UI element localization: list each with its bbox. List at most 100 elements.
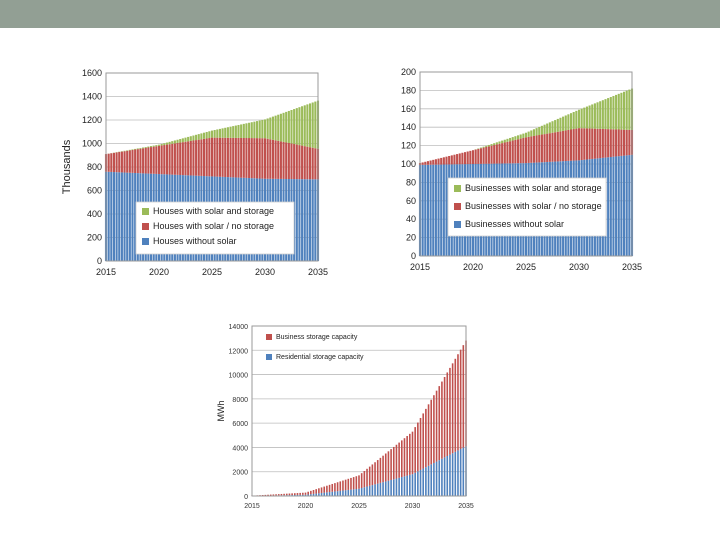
bar-segment (588, 105, 591, 129)
y-tick-label: 14000 (229, 324, 249, 331)
bar-segment (152, 146, 155, 174)
legend-swatch (266, 354, 272, 360)
bar-segment (144, 147, 147, 148)
bar-segment (352, 477, 355, 490)
bar-segment (197, 134, 200, 140)
bar-segment (417, 471, 419, 496)
bar-segment (115, 152, 118, 173)
legend-swatch (142, 208, 149, 215)
x-tick-label: 2015 (410, 262, 430, 272)
bar-segment (559, 117, 562, 132)
bar-segment (213, 137, 216, 177)
bar-segment (543, 134, 546, 163)
bar-segment (271, 139, 274, 179)
bar-segment (556, 131, 559, 162)
bar-segment (617, 129, 620, 157)
bar-segment (195, 140, 198, 176)
bar-segment (237, 124, 240, 138)
bar-segment (266, 138, 269, 179)
bar-segment (200, 139, 203, 176)
bar-segment (384, 481, 387, 496)
bar-segment (493, 145, 496, 164)
y-tick-label: 60 (406, 196, 416, 206)
bar-segment (277, 114, 280, 141)
houses-chart: 0 200 400 600 800 1000 1200 1400 1600 2015 2020 202… (61, 68, 328, 277)
legend: Businesses with solar and storage Busines… (447, 177, 607, 237)
bar-segment (181, 142, 184, 176)
bar-segment (384, 453, 387, 482)
bar-segment (540, 134, 543, 163)
bar-segment (511, 137, 514, 141)
bar-segment (150, 147, 153, 174)
bar-segment (421, 164, 424, 256)
bar-segment (551, 121, 554, 133)
bar-segment (192, 135, 195, 141)
bar-segment (371, 485, 374, 496)
y-tick-label: 0 (97, 256, 102, 266)
y-tick-label: 4000 (232, 445, 248, 452)
bar-segment (258, 120, 261, 139)
y-tick-label: 12000 (229, 348, 249, 355)
bar-segment (309, 179, 312, 261)
bar-segment (299, 494, 301, 496)
bar-segment (163, 143, 166, 146)
bar-segment (267, 494, 269, 496)
bar-segment (314, 148, 317, 180)
bar-segment (482, 146, 485, 148)
bar-segment (441, 381, 443, 459)
bar-segment (548, 133, 551, 162)
bar-segment (318, 488, 320, 494)
bar-segment (197, 139, 200, 176)
bar-segment (519, 134, 522, 139)
bar-segment (264, 494, 267, 496)
bar-segment (591, 104, 594, 129)
bar-segment (107, 171, 110, 261)
bar-segment (107, 153, 110, 172)
bar-segment (261, 495, 264, 496)
bar-segment (298, 179, 301, 261)
bar-segment (577, 109, 581, 129)
bar-segment (604, 99, 607, 130)
y-tick-label: 160 (401, 104, 416, 114)
bar-segment (296, 494, 299, 496)
bar-segment (187, 141, 190, 176)
bar-segment (522, 133, 525, 138)
bar-segment (609, 97, 612, 130)
bar-segment (454, 451, 457, 496)
y-tick-label: 1400 (82, 92, 102, 102)
bar-segment (392, 479, 395, 496)
bar-segment (261, 138, 264, 179)
bar-segment (274, 140, 277, 179)
bar-segment (445, 164, 448, 256)
bar-segment (395, 444, 398, 479)
bar-segment (226, 127, 229, 138)
bar-segment (398, 442, 400, 478)
x-tick-label: 2015 (96, 267, 116, 277)
bar-segment (171, 143, 174, 175)
bar-segment (379, 482, 382, 496)
bar-segment (287, 110, 290, 143)
bar-segment (503, 142, 506, 164)
y-tick-label: 1000 (82, 139, 102, 149)
y-axis-title: MWh (216, 401, 226, 422)
bar-segment (435, 461, 438, 496)
bar-segment (342, 490, 344, 496)
bar-segment (469, 150, 472, 165)
y-tick-label: 0 (244, 494, 248, 501)
bar-segment (435, 390, 438, 462)
bar-segment (485, 145, 488, 147)
legend-label: Houses without solar (153, 236, 237, 246)
bar-segment (517, 135, 520, 140)
bar-segment (390, 479, 392, 496)
bar-segment (208, 131, 211, 139)
bar-segment (461, 152, 464, 165)
bar-segment (427, 465, 430, 496)
bar-segment (128, 172, 131, 261)
bar-segment (440, 157, 443, 165)
bar-segment (501, 140, 504, 144)
bar-segment (458, 153, 461, 165)
bar-segment (312, 490, 315, 494)
bar-segment (331, 491, 334, 496)
bar-segment (577, 128, 581, 161)
x-tick-label: 2030 (255, 267, 275, 277)
